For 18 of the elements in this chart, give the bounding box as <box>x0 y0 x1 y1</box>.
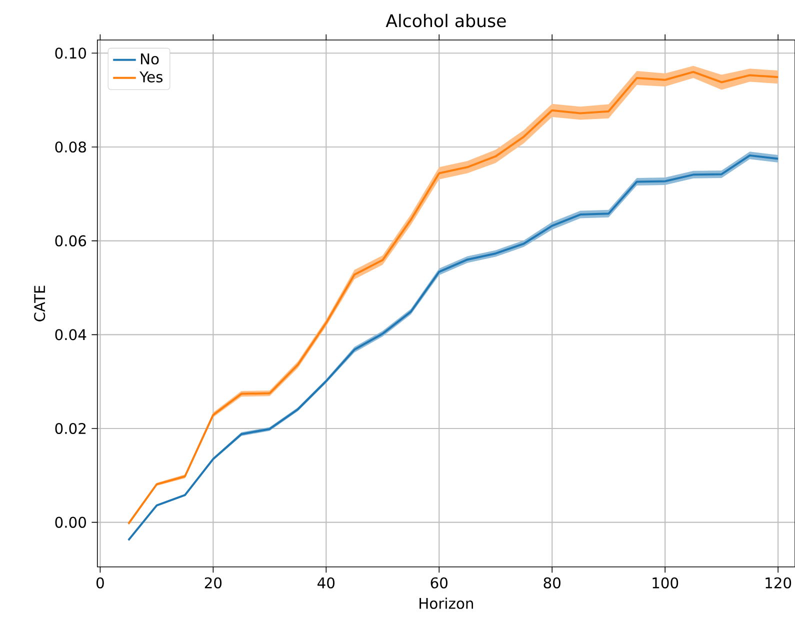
x-tick-label: 40 <box>318 577 334 588</box>
y-tick-label: 0.06 <box>55 235 86 246</box>
x-tick-label: 0 <box>96 577 104 588</box>
y-axis-title: CATE <box>34 286 46 322</box>
x-tick-label: 60 <box>430 577 448 588</box>
y-tick-label: 0.04 <box>55 329 86 340</box>
y-tick-label: 0.00 <box>55 516 86 528</box>
x-tick-label: 80 <box>544 577 560 588</box>
y-tick-label: 0.02 <box>55 422 86 434</box>
x-axis-title: Horizon <box>420 597 474 609</box>
x-tick-label: 100 <box>652 577 678 588</box>
legend-label: No <box>140 53 159 64</box>
y-tick-label: 0.08 <box>55 141 86 152</box>
y-tick-label: 0.10 <box>55 47 86 59</box>
x-tick-label: 20 <box>204 577 222 588</box>
x-tick-label: 120 <box>766 577 792 588</box>
chart-title: Alcohol abuse <box>386 14 506 28</box>
legend-label: Yes <box>140 71 163 82</box>
